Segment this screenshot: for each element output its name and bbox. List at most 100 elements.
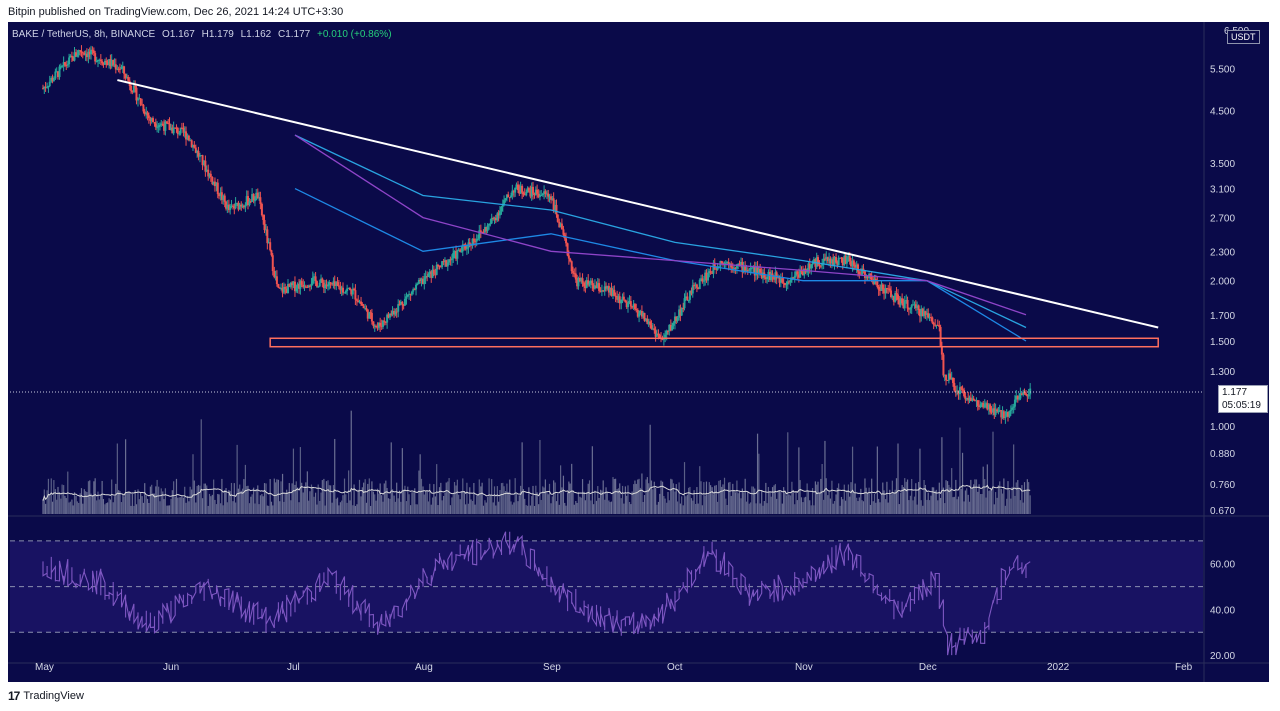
volume-bar: [572, 490, 574, 514]
volume-bar: [638, 478, 640, 514]
candle-body: [645, 318, 648, 321]
volume-bar: [1021, 485, 1023, 514]
volume-bar: [846, 490, 848, 514]
candle-body: [118, 68, 121, 70]
volume-bar: [853, 492, 855, 514]
candle-body: [164, 121, 167, 131]
volume-bar: [1023, 482, 1026, 514]
volume-bar: [331, 502, 333, 514]
candle-body: [114, 64, 117, 70]
candle-body: [1020, 393, 1023, 395]
candle-body: [58, 66, 61, 78]
volume-bar: [956, 499, 958, 514]
volume-bar: [699, 466, 701, 514]
candle-body: [570, 261, 573, 272]
candle-body: [109, 59, 112, 67]
volume-bar: [981, 494, 983, 514]
volume-bar: [542, 486, 544, 514]
candle-body: [927, 313, 930, 318]
volume-bar: [125, 439, 127, 514]
candle-body: [449, 259, 452, 261]
candle-body: [537, 193, 540, 197]
volume-bar: [845, 500, 847, 514]
volume-bar: [294, 484, 296, 514]
candle-body: [796, 271, 799, 275]
candle-body: [406, 294, 409, 297]
candle-body: [704, 272, 707, 281]
candle-body: [901, 298, 904, 304]
volume-bar: [431, 497, 434, 514]
candle-body: [134, 85, 137, 88]
candle-body: [81, 52, 84, 54]
currency-unit[interactable]: USDT: [1227, 30, 1260, 44]
candle-body: [263, 219, 266, 231]
volume-bar: [690, 498, 693, 514]
candle-body: [726, 262, 729, 264]
candle-body: [369, 312, 372, 314]
volume-bar: [697, 503, 699, 514]
candle-body: [483, 227, 486, 233]
volume-bar: [363, 482, 365, 514]
volume-bar: [973, 484, 975, 514]
volume-bar: [928, 500, 931, 514]
candle-body: [95, 60, 98, 62]
volume-bar: [170, 498, 172, 514]
volume-bar: [229, 490, 231, 514]
volume-bar: [904, 478, 906, 514]
volume-bar: [313, 496, 315, 514]
candle-body: [646, 318, 649, 324]
volume-bar: [50, 478, 52, 514]
volume-bar: [505, 490, 507, 514]
volume-bar: [440, 482, 442, 514]
volume-bar: [898, 504, 900, 514]
volume-bar: [765, 482, 767, 514]
candle-body: [788, 281, 791, 283]
chart-panel[interactable]: 5.500 4.500 3.500 3.100 2.700 2.300 2.000 1.700…: [8, 22, 1269, 682]
candle-body: [52, 78, 55, 82]
candle-body: [911, 304, 914, 306]
volume-bar: [755, 503, 757, 514]
volume-bar: [496, 486, 498, 514]
candle-body: [47, 86, 50, 88]
candle-body: [138, 98, 141, 100]
volume-bar: [220, 503, 222, 514]
volume-bar: [714, 485, 716, 514]
candle-body: [438, 265, 441, 267]
volume-bar: [191, 489, 193, 514]
volume-bar: [993, 504, 995, 514]
candle-body: [954, 390, 957, 392]
volume-bar: [65, 498, 67, 514]
candle-body: [286, 284, 289, 294]
volume-bar: [511, 504, 513, 514]
candle-body: [229, 205, 232, 210]
candle-body: [924, 311, 927, 315]
volume-bar: [685, 496, 687, 514]
volume-bar: [587, 483, 589, 514]
candle-body: [318, 282, 321, 287]
tv-logo-icon[interactable]: 17: [8, 689, 20, 703]
candle-body: [170, 127, 173, 130]
candle-body: [806, 270, 809, 273]
candle-body: [903, 300, 906, 309]
volume-bar: [648, 483, 650, 514]
volume-bar: [851, 446, 854, 514]
candle-body: [993, 408, 996, 415]
volume-bar: [856, 497, 858, 514]
volume-bar: [429, 483, 431, 514]
candle-body: [975, 400, 978, 402]
volume-bar: [166, 505, 168, 514]
candle-body: [242, 205, 245, 208]
candle-body: [883, 289, 886, 294]
volume-bar: [871, 478, 873, 514]
ma_slow-line: [294, 134, 1027, 316]
brand-name[interactable]: TradingView: [23, 690, 84, 702]
candle-body: [508, 197, 511, 199]
volume-bar: [210, 496, 212, 514]
candle-body: [866, 276, 869, 279]
candle-body: [874, 278, 877, 281]
volume-bar: [517, 501, 519, 514]
candle-body: [488, 223, 491, 226]
candle-body: [894, 293, 897, 302]
chart-canvas[interactable]: 5.500 4.500 3.500 3.100 2.700 2.300 2.000 1.700…: [8, 22, 1269, 682]
candle-body: [395, 311, 398, 313]
